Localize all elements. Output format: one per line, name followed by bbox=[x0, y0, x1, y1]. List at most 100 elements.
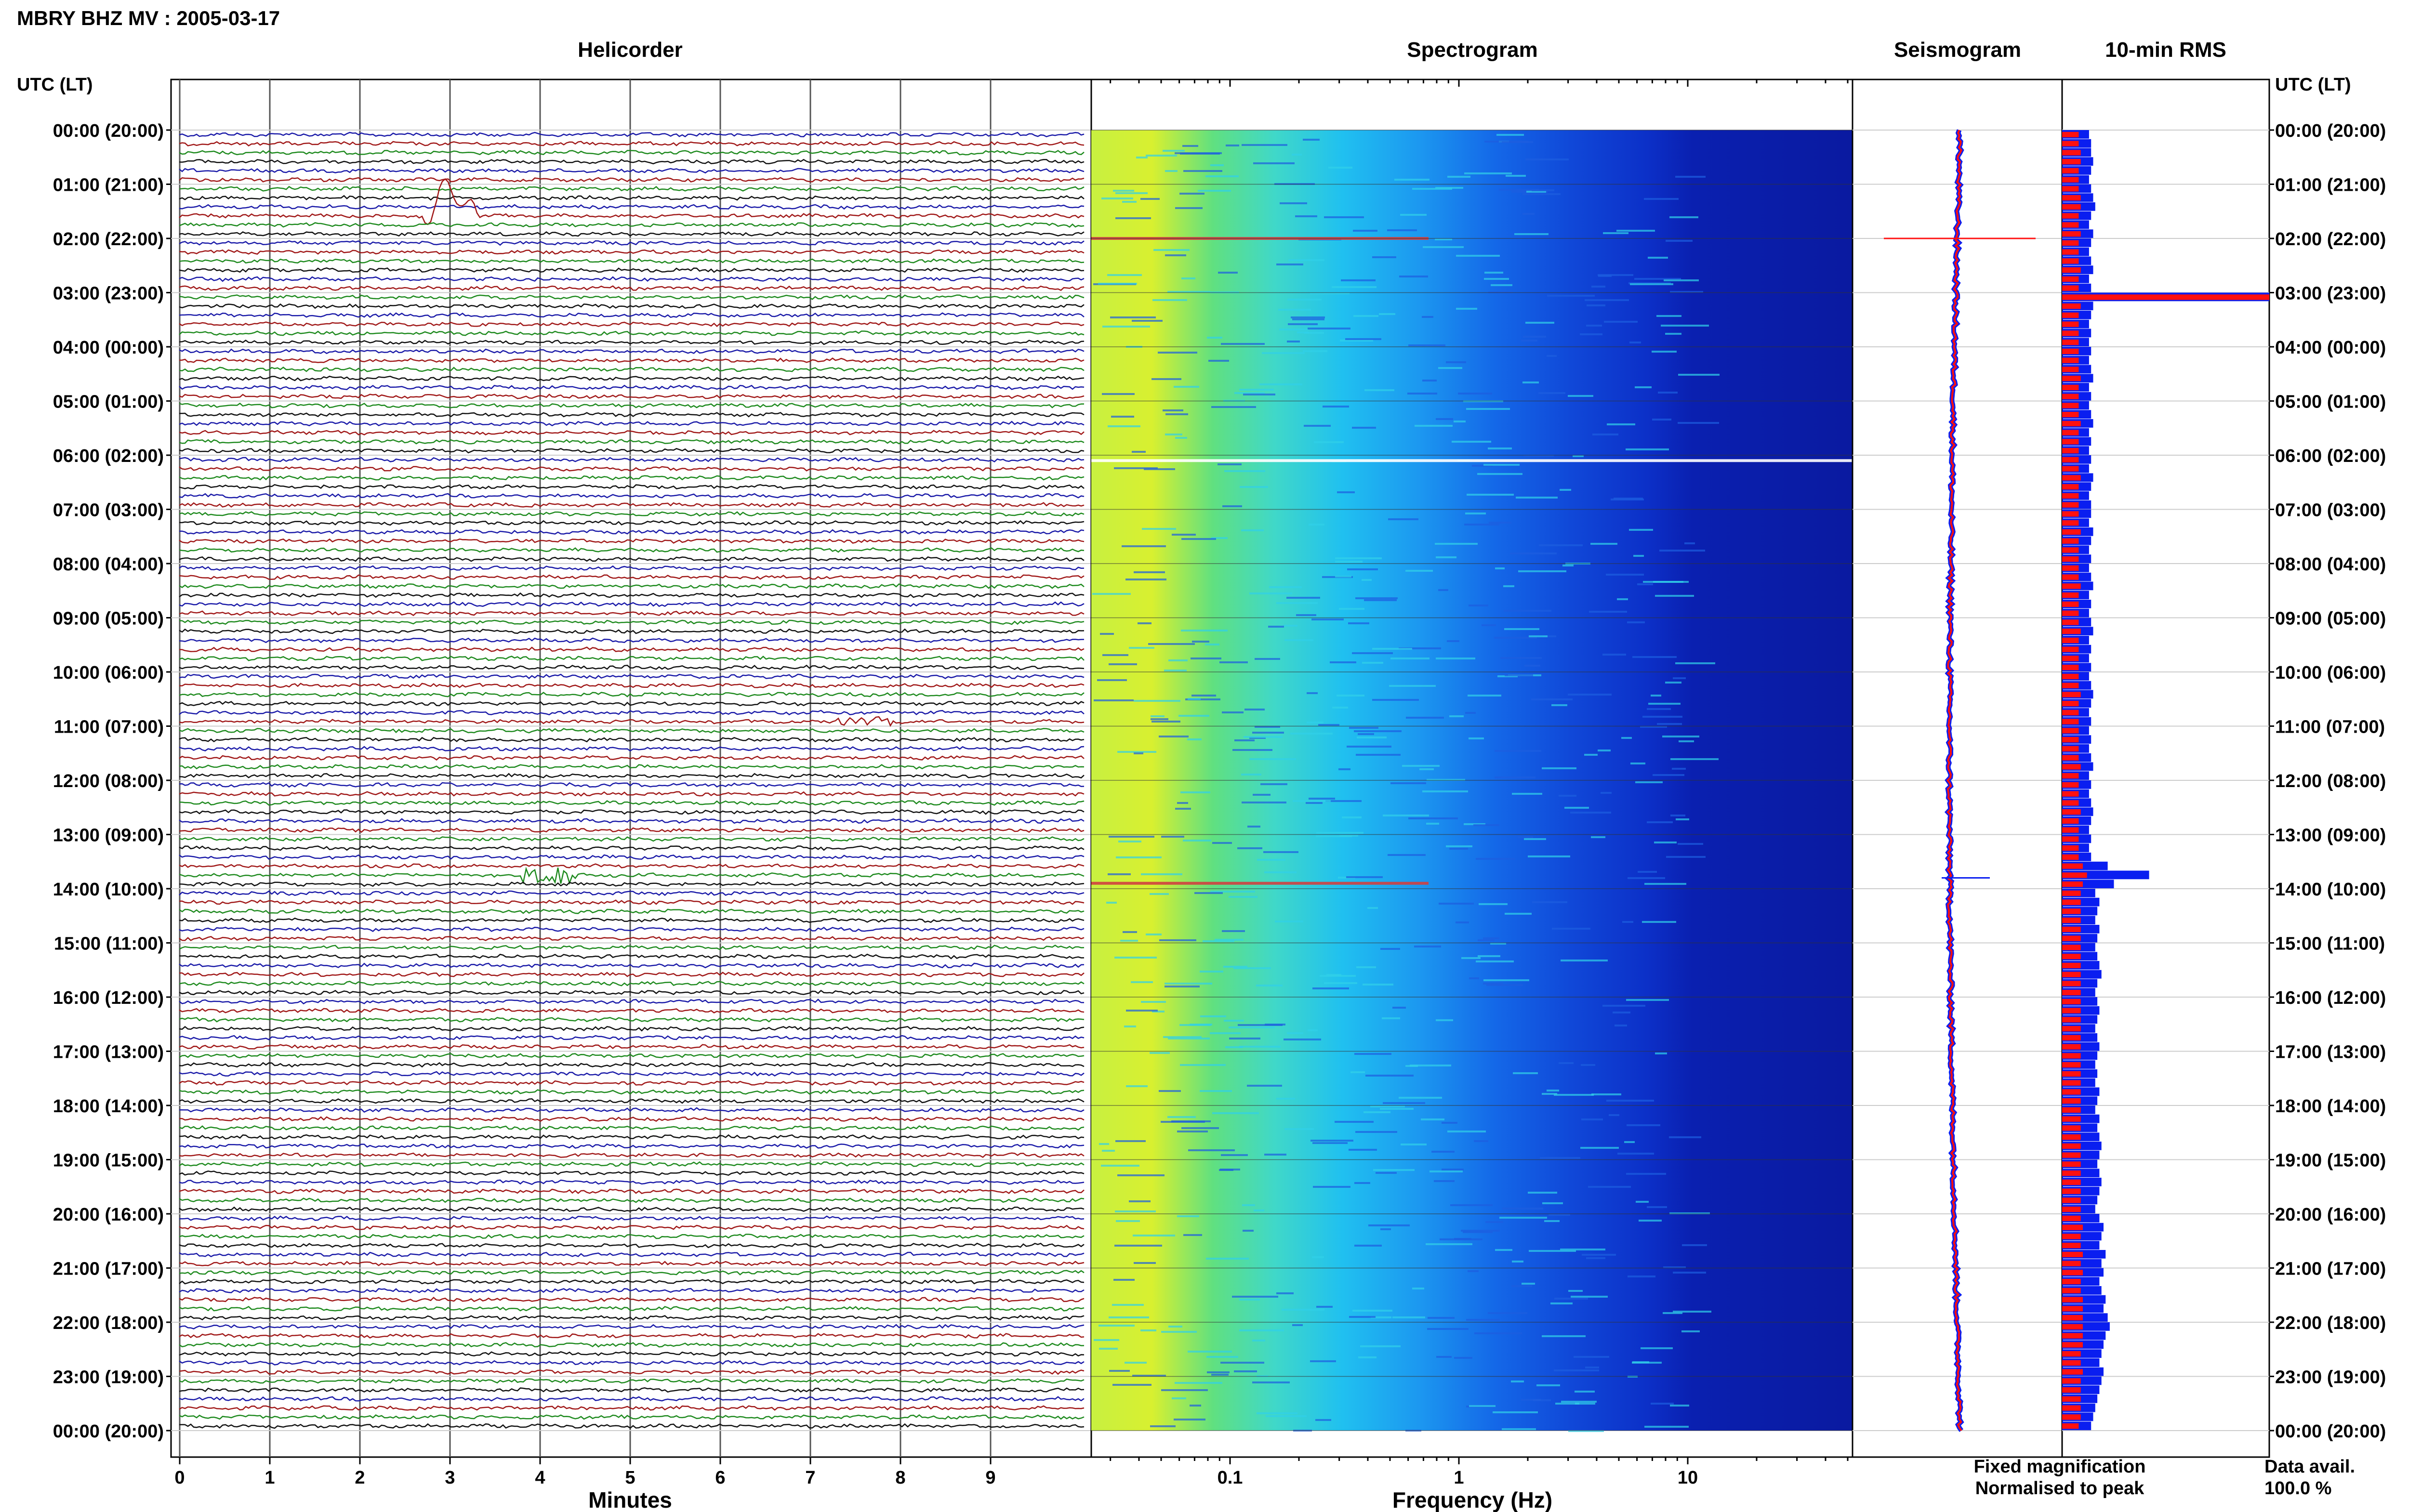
spectrogram-speckle bbox=[1304, 425, 1331, 427]
spectrogram-speckle bbox=[1358, 1356, 1377, 1358]
spectrogram-speckle bbox=[1309, 524, 1324, 526]
rms-bar-normalised bbox=[2062, 457, 2079, 463]
time-tick-left: 19:00 (15:00) bbox=[53, 1151, 164, 1171]
spectrogram-speckle bbox=[1655, 595, 1694, 597]
spectrogram-speckle bbox=[1306, 802, 1323, 804]
spectrogram-speckle bbox=[1354, 1053, 1391, 1055]
spectrogram-speckle bbox=[1159, 736, 1189, 737]
spectrogram-speckle bbox=[1316, 1306, 1333, 1308]
spectrogram-speckle bbox=[1125, 579, 1166, 580]
spectrogram-speckle bbox=[1335, 1121, 1374, 1123]
time-tick-left: 12:00 (08:00) bbox=[53, 771, 164, 791]
spectrogram-speckle bbox=[1324, 216, 1364, 218]
spectrogram-speckle bbox=[1360, 1345, 1401, 1347]
spectrogram-speckle bbox=[1303, 350, 1327, 352]
spectrogram-speckle bbox=[1120, 940, 1138, 942]
spectrogram-speckle bbox=[1489, 522, 1511, 524]
spectrogram-speckle bbox=[1150, 1052, 1170, 1054]
helicorder-trace bbox=[179, 1333, 1085, 1339]
spectrogram-speckle bbox=[1350, 1071, 1365, 1073]
time-tick-right: 11:00 (07:00) bbox=[2275, 717, 2385, 737]
spectrogram-speckle bbox=[1215, 939, 1244, 941]
helicorder-trace bbox=[179, 1215, 1085, 1222]
spectrogram-speckle bbox=[1324, 982, 1357, 984]
helicorder-trace bbox=[179, 177, 1085, 183]
spectrogram-speckle bbox=[1123, 931, 1137, 933]
spectrogram-speckle bbox=[1446, 845, 1472, 847]
spectrogram-speckle bbox=[1172, 534, 1196, 536]
spectrogram-speckle bbox=[1365, 1075, 1414, 1077]
rms-bar-normalised bbox=[2062, 673, 2079, 680]
spectrogram-speckle bbox=[1254, 1210, 1264, 1211]
time-tick-right: 04:00 (00:00) bbox=[2275, 338, 2386, 358]
spectrogram-speckle bbox=[1232, 749, 1272, 751]
spectrogram-speckle bbox=[1222, 711, 1244, 713]
spectrogram-speckle bbox=[1644, 1426, 1689, 1428]
spectrogram-speckle bbox=[1478, 955, 1500, 957]
spectrogram-speckle bbox=[1383, 1102, 1425, 1104]
rms-bar-normalised bbox=[2062, 1116, 2081, 1122]
rms-bar-normalised bbox=[2062, 646, 2079, 652]
spectrogram-speckle bbox=[1287, 299, 1322, 301]
spectrogram-speckle bbox=[1368, 1224, 1410, 1226]
spectrogram-speckle bbox=[1140, 198, 1160, 200]
helicorder-trace bbox=[179, 1378, 1085, 1384]
spectrogram-speckle bbox=[1559, 1062, 1574, 1064]
spectrogram-speckle bbox=[1523, 336, 1546, 338]
rms-bar-normalised bbox=[2062, 1170, 2081, 1176]
spectrogram-speckle bbox=[1264, 871, 1297, 873]
spectrogram-speckle bbox=[1188, 698, 1201, 700]
rms-bar-normalised bbox=[2062, 1062, 2081, 1068]
spectrogram-speckle bbox=[1659, 550, 1705, 552]
rms-bar-normalised bbox=[2062, 981, 2081, 986]
time-tick-left: 09:00 (05:00) bbox=[53, 609, 164, 629]
spectrogram-speckle bbox=[1175, 437, 1187, 439]
rms-bar-normalised bbox=[2062, 764, 2081, 770]
spectrogram-speckle bbox=[1430, 1170, 1463, 1172]
spectrogram-speckle bbox=[1592, 434, 1618, 435]
spectrogram-speckle bbox=[1591, 286, 1605, 288]
spectrogram-speckle bbox=[1116, 1220, 1140, 1222]
time-tick-left: 07:00 (03:00) bbox=[53, 500, 164, 521]
spectrogram-speckle bbox=[1208, 360, 1229, 362]
spectrogram-speckle bbox=[1312, 987, 1349, 989]
utc-label-left: UTC (LT) bbox=[17, 75, 93, 95]
helicorder-trace bbox=[179, 1387, 1085, 1393]
spectrogram-speckle bbox=[1679, 740, 1694, 742]
spectrogram-speckle bbox=[1626, 1173, 1666, 1175]
spectrogram-speckle bbox=[1194, 892, 1223, 894]
rms-bar-normalised bbox=[2062, 547, 2079, 553]
spectrogram-speckle bbox=[1663, 1312, 1682, 1314]
spectrogram-speckle bbox=[1574, 1356, 1609, 1358]
spectrogram-speckle bbox=[1133, 1235, 1175, 1236]
spectrogram-speckle bbox=[1500, 657, 1542, 659]
time-tick-right: 21:00 (17:00) bbox=[2275, 1259, 2386, 1279]
spectrogram-speckle bbox=[1469, 737, 1484, 739]
spectrogram-speckle bbox=[1224, 1020, 1244, 1022]
spectrogram-speckle bbox=[1165, 983, 1212, 985]
spectrogram-speckle bbox=[1666, 240, 1693, 242]
spectrogram-speckle bbox=[1410, 1065, 1451, 1066]
rms-bar-normalised bbox=[2062, 629, 2081, 634]
helicorder-trace bbox=[179, 664, 1085, 671]
spectrogram-speckle bbox=[1518, 836, 1533, 838]
spectrogram-speckle bbox=[1181, 277, 1195, 279]
spectrogram-speckle bbox=[1632, 1362, 1662, 1364]
time-tick-right: 23:00 (19:00) bbox=[2275, 1367, 2386, 1388]
time-axis-right: 00:00 (20:00) 01:00 (21:00) 02:00 (22:00) 0… bbox=[2269, 121, 2386, 1442]
spectrogram-speckle bbox=[1310, 292, 1350, 294]
minute-tick-label: 5 bbox=[625, 1468, 635, 1488]
spectrogram-speckle bbox=[1630, 283, 1673, 285]
spectrogram-speckle bbox=[1126, 1010, 1158, 1012]
spectrogram-speckle bbox=[1467, 494, 1514, 496]
rms-bar-normalised bbox=[2062, 538, 2079, 544]
minute-tick-label: 6 bbox=[715, 1468, 725, 1488]
spectrogram-speckle bbox=[1311, 618, 1344, 620]
spectrogram-speckle bbox=[1473, 824, 1499, 826]
spectrogram-speckle bbox=[1454, 1238, 1471, 1240]
helicorder-trace bbox=[179, 972, 1085, 977]
helicorder-title: Helicorder bbox=[578, 38, 683, 62]
spectrogram-speckle bbox=[1573, 455, 1584, 457]
spectrogram-speckle bbox=[1604, 321, 1638, 323]
spectrogram-speckle bbox=[1163, 150, 1185, 152]
